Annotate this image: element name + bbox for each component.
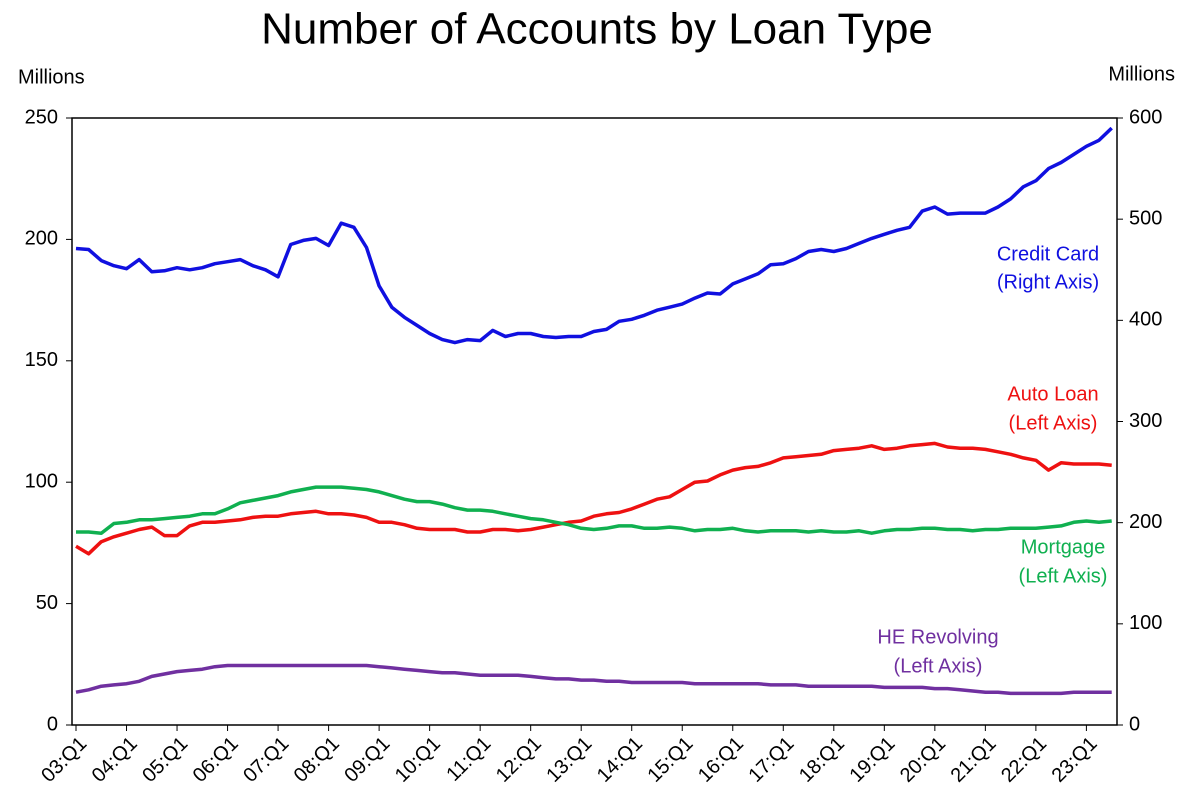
y-tick-label: 150 bbox=[25, 349, 58, 371]
series-line bbox=[75, 441, 1112, 556]
y-tick-label: 200 bbox=[25, 228, 58, 250]
x-tick-label: 10:Q1 bbox=[391, 733, 445, 787]
y-tick-label: 100 bbox=[25, 470, 58, 492]
y-axis-label: Millions bbox=[18, 66, 85, 88]
y2-tick-label: 200 bbox=[1129, 511, 1162, 533]
series-line bbox=[76, 485, 1112, 535]
series-line bbox=[75, 126, 1113, 345]
x-tick-label: 21:Q1 bbox=[947, 733, 1001, 787]
y-tick-label: 250 bbox=[25, 106, 58, 128]
x-tick-label: 20:Q1 bbox=[896, 733, 950, 787]
x-tick-label: 08:Q1 bbox=[290, 733, 344, 787]
x-tick-label: 16:Q1 bbox=[694, 733, 748, 787]
y2-tick-label: 400 bbox=[1129, 309, 1162, 331]
x-tick-label: 13:Q1 bbox=[542, 733, 596, 787]
x-tick-label: 03:Q1 bbox=[37, 733, 91, 787]
y-tick-label: 0 bbox=[47, 713, 58, 735]
x-tick-label: 23:Q1 bbox=[1048, 733, 1102, 787]
x-tick-label: 17:Q1 bbox=[744, 733, 798, 787]
series-label: Mortgage bbox=[1021, 536, 1106, 558]
series-label: HE Revolving bbox=[877, 626, 998, 648]
x-tick-label: 11:Q1 bbox=[442, 733, 495, 786]
x-tick-label: 06:Q1 bbox=[189, 733, 243, 787]
y2-tick-label: 0 bbox=[1129, 713, 1140, 735]
series-label: Auto Loan bbox=[1007, 383, 1098, 405]
y2-tick-label: 300 bbox=[1129, 410, 1162, 432]
y2-tick-label: 600 bbox=[1129, 106, 1162, 128]
series-axis-label: (Right Axis) bbox=[997, 271, 1099, 293]
x-tick-label: 09:Q1 bbox=[340, 733, 394, 787]
y-tick-label: 50 bbox=[36, 592, 58, 614]
x-tick-label: 22:Q1 bbox=[997, 733, 1051, 787]
y2-axis-label: Millions bbox=[1108, 63, 1175, 85]
x-tick-label: 14:Q1 bbox=[593, 733, 647, 787]
x-tick-label: 07:Q1 bbox=[239, 733, 293, 787]
series-axis-label: (Left Axis) bbox=[1009, 412, 1098, 434]
series-line bbox=[75, 663, 1112, 696]
chart-title: Number of Accounts by Loan Type bbox=[261, 5, 933, 54]
x-tick-label: 18:Q1 bbox=[795, 733, 849, 787]
x-tick-label: 19:Q1 bbox=[846, 733, 900, 787]
x-tick-label: 12:Q1 bbox=[492, 733, 546, 787]
series-label: Credit Card bbox=[997, 243, 1099, 265]
x-tick-label: 15:Q1 bbox=[643, 733, 697, 787]
y2-tick-label: 500 bbox=[1129, 207, 1162, 229]
series-axis-label: (Left Axis) bbox=[1019, 565, 1108, 587]
series-axis-label: (Left Axis) bbox=[894, 655, 983, 677]
x-tick-label: 04:Q1 bbox=[88, 733, 142, 787]
x-tick-label: 05:Q1 bbox=[138, 733, 192, 787]
y2-tick-label: 100 bbox=[1129, 612, 1162, 634]
